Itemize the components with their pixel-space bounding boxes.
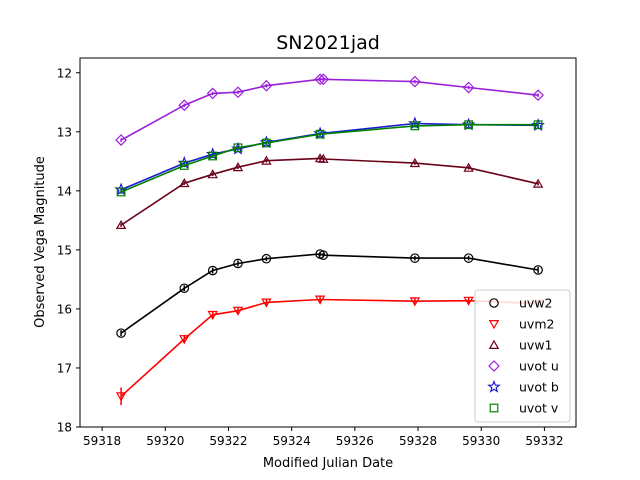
legend-label-uvw1: uvw1 <box>519 338 553 353</box>
chart-title: SN2021jad <box>276 32 380 54</box>
plot-area <box>114 73 545 406</box>
data-point-uvot-u <box>408 75 421 88</box>
data-point-uvw2 <box>410 253 420 263</box>
data-point-uvot-v <box>464 120 473 130</box>
data-point-uvot-v <box>533 120 543 130</box>
series-uvot-v <box>116 120 543 197</box>
x-axis-label: Modified Julian Date <box>263 456 393 471</box>
x-tick-label: 59328 <box>399 434 437 448</box>
x-tick-label: 59326 <box>336 434 374 448</box>
data-point-uvw2 <box>207 265 218 276</box>
data-point-uvw1 <box>463 162 474 172</box>
data-point-uvm2 <box>261 298 272 308</box>
legend: uvw2 uvm2 uvw1 uvot u uvot b uvot v <box>474 289 571 423</box>
legend-box <box>474 289 571 423</box>
data-point-uvw2 <box>179 283 190 294</box>
x-tick-label: 59332 <box>525 434 563 448</box>
data-point-uvw2 <box>116 328 126 338</box>
series-uvot-u <box>115 73 544 146</box>
data-point-uvot-u <box>532 89 544 102</box>
data-point-uvw1 <box>179 177 190 188</box>
legend-marker-uvot-b <box>487 379 501 393</box>
data-point-uvm2 <box>207 310 218 321</box>
data-point-uvw1 <box>207 169 218 179</box>
x-tick-label: 59322 <box>209 434 247 448</box>
data-point-uvw2 <box>463 253 474 263</box>
data-point-uvot-v <box>208 151 218 161</box>
data-point-uvot-u <box>178 99 191 112</box>
data-point-uvw1 <box>318 153 329 163</box>
x-tick-label: 59324 <box>273 434 311 448</box>
y-axis: 12 13 14 15 16 17 18 <box>57 66 80 435</box>
legend-label-uvot-v: uvot v <box>519 401 559 416</box>
legend-label-uvot-u: uvot u <box>519 359 559 374</box>
data-point-uvw2 <box>233 258 243 269</box>
legend-marker-uvot-u <box>488 360 500 372</box>
data-point-uvot-u <box>462 81 475 94</box>
data-point-uvot-v <box>233 143 243 153</box>
legend-marker-uvw1 <box>488 339 500 349</box>
data-point-uvot-u <box>115 134 127 146</box>
data-point-uvw1 <box>409 157 421 168</box>
y-axis-label: Observed Vega Magnitude <box>33 156 48 328</box>
data-point-uvot-u <box>317 73 330 86</box>
data-point-uvw2 <box>318 250 329 260</box>
data-point-uvm2 <box>232 306 244 316</box>
y-tick-label: 16 <box>57 302 72 316</box>
y-tick-label: 14 <box>57 184 72 198</box>
series-uvw2 <box>116 249 543 338</box>
y-tick-label: 15 <box>57 243 72 257</box>
legend-label-uvw2: uvw2 <box>519 296 553 311</box>
data-point-uvm2 <box>179 335 190 345</box>
y-tick-label: 12 <box>57 66 72 80</box>
data-point-uvot-v <box>262 138 271 148</box>
series-line-uvw1 <box>120 157 539 226</box>
data-point-uvm2 <box>463 296 474 306</box>
data-point-uvm2 <box>314 295 326 305</box>
y-tick-label: 13 <box>57 125 72 139</box>
legend-label-uvm2: uvm2 <box>519 317 554 332</box>
series-uvw1 <box>115 153 544 229</box>
data-point-uvot-u <box>232 86 244 99</box>
legend-marker-uvot-v <box>489 403 499 413</box>
x-axis: 59318 59320 59322 59324 59326 59328 59330 59332 <box>83 427 564 448</box>
series-line-uvot-u <box>120 78 539 141</box>
y-tick-label: 18 <box>57 421 72 435</box>
legend-marker-uvw2 <box>489 298 499 308</box>
data-point-uvw1 <box>115 219 127 229</box>
data-point-uvot-v <box>410 121 420 131</box>
x-tick-label: 59320 <box>146 434 184 448</box>
data-point-uvm2 <box>409 297 421 307</box>
data-point-uvw1 <box>232 161 244 172</box>
axes-frame <box>79 57 577 428</box>
data-point-uvw1 <box>261 155 272 165</box>
data-point-uvw2 <box>533 265 543 275</box>
series-line-uvw2 <box>120 253 539 334</box>
data-point-uvw1 <box>532 178 544 188</box>
y-tick-label: 17 <box>57 361 72 375</box>
data-point-uvot-v <box>179 161 189 170</box>
data-point-uvm2 <box>115 392 127 402</box>
data-point-uvot-u <box>206 87 219 100</box>
legend-label-uvot-b: uvot b <box>519 380 559 395</box>
data-point-uvot-u <box>260 79 273 92</box>
data-point-uvot-v <box>315 129 325 139</box>
data-point-uvw2 <box>261 253 272 264</box>
x-tick-label: 59318 <box>83 434 121 448</box>
data-point-uvot-v <box>116 187 126 197</box>
legend-marker-uvm2 <box>488 320 500 330</box>
x-tick-label: 59330 <box>462 434 500 448</box>
